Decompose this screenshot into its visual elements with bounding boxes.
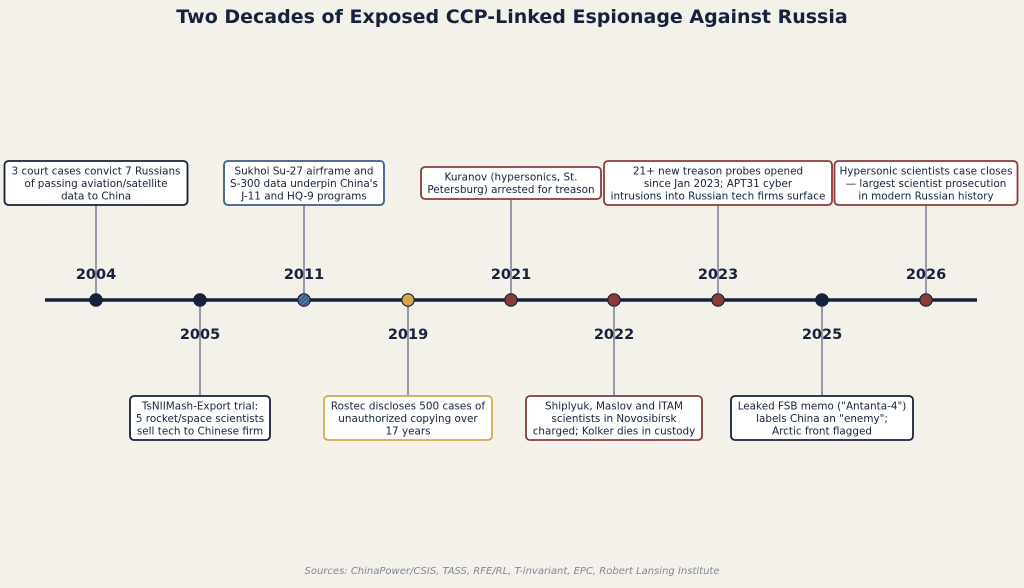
event-box-frame (3, 160, 189, 206)
event-year-label: 2025 (802, 327, 842, 343)
event-year-label: 2023 (698, 267, 738, 283)
event-marker (297, 293, 311, 307)
event-marker (193, 293, 207, 307)
event-text-line: intrusions into Russian tech firms surfa… (611, 190, 826, 202)
event-text-line: since Jan 2023; APT31 cyber (644, 178, 793, 190)
event-text-line: 3 court cases convict 7 Russians (12, 165, 181, 177)
event-text-line: labels China an "enemy"; (756, 413, 888, 425)
event-marker (89, 293, 103, 307)
event-text-line: 21+ new treason probes opened (633, 165, 803, 177)
event-year-label: 2005 (180, 327, 220, 343)
event-text-line: sell tech to Chinese firm (137, 425, 263, 437)
event-year-label: 2011 (284, 267, 324, 283)
event-text-line: scientists in Novosibirsk (551, 413, 676, 425)
event-box: TsNIIMash-Export trial:5 rocket/space sc… (129, 395, 271, 441)
stems-layer (95, 199, 927, 396)
event-text-line: data to China (61, 190, 131, 202)
event-text-line: Petersburg) arrested for treason (427, 184, 594, 196)
event-box-frame (223, 160, 385, 206)
event-box-frame (730, 395, 914, 441)
event-text-line: Arctic front flagged (772, 425, 872, 437)
event-text-line: — largest scientist prosecution (846, 178, 1007, 190)
event-text-line: Leaked FSB memo ("Antanta-4") (738, 400, 907, 412)
event-text-line: TsNIIMash-Export trial: (141, 400, 258, 412)
event-box: Rostec discloses 500 cases ofunauthorize… (323, 395, 493, 441)
event-marker (711, 293, 725, 307)
event-text-line: Hypersonic scientists case closes (839, 165, 1012, 177)
event-marker (607, 293, 621, 307)
markers-layer (89, 293, 933, 307)
event-marker (504, 293, 518, 307)
event-text-line: unauthorized copying over (338, 413, 478, 425)
event-text-line: S-300 data underpin China's (230, 178, 378, 190)
event-marker (401, 293, 415, 307)
event-box: Leaked FSB memo ("Antanta-4")labels Chin… (730, 395, 914, 441)
event-text-line: in modern Russian history (858, 190, 993, 202)
event-text-line: 5 rocket/space scientists (136, 413, 264, 425)
event-box-frame (525, 395, 703, 441)
event-box-frame (420, 166, 602, 200)
years-layer: 2004 2005 2011 2019 2021 2022 2023 2025 2026 (76, 267, 946, 343)
event-text-line: of passing aviation/satellite (24, 178, 167, 190)
event-text-line: charged; Kolker dies in custody (533, 425, 696, 437)
event-text-line: Rostec discloses 500 cases of (331, 400, 485, 412)
event-box: Hypersonic scientists case closes— large… (833, 160, 1019, 206)
event-year-label: 2004 (76, 267, 116, 283)
chart-title: Two Decades of Exposed CCP-Linked Espion… (176, 6, 848, 28)
event-marker (919, 293, 933, 307)
event-box-frame (323, 395, 493, 441)
event-text-line: J-11 and HQ-9 programs (240, 190, 367, 202)
event-text-line: Kuranov (hypersonics, St. (445, 172, 578, 184)
event-year-label: 2026 (906, 267, 946, 283)
event-text-line: Shiplyuk, Maslov and ITAM (545, 400, 683, 412)
event-text-line: Sukhoi Su-27 airframe and (235, 165, 374, 177)
event-year-label: 2022 (594, 327, 634, 343)
event-year-label: 2019 (388, 327, 428, 343)
event-box-frame (833, 160, 1019, 206)
event-marker (815, 293, 829, 307)
event-box-frame (129, 395, 271, 441)
event-text-line: 17 years (385, 425, 430, 437)
event-year-label: 2021 (491, 267, 531, 283)
event-box: Kuranov (hypersonics, St.Petersburg) arr… (420, 166, 602, 200)
event-box-frame (603, 160, 833, 206)
sources-note: Sources: ChinaPower/CSIS, TASS, RFE/RL, … (304, 566, 720, 577)
